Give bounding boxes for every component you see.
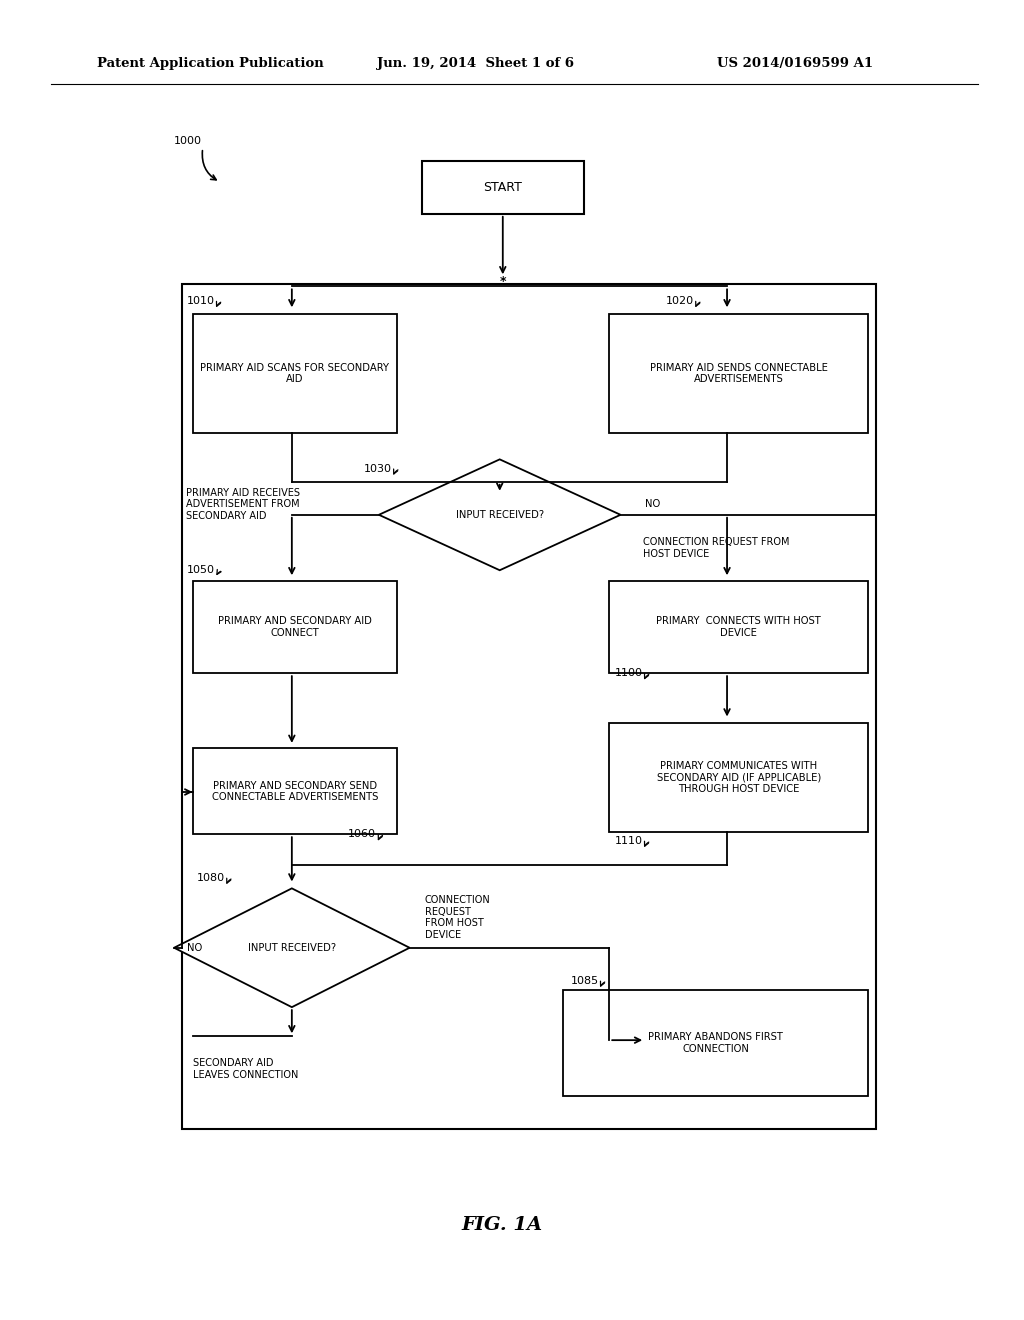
- Text: 1080: 1080: [197, 873, 224, 883]
- Bar: [193, 581, 397, 673]
- Text: 1030: 1030: [364, 463, 391, 474]
- Text: INPUT RECEIVED?: INPUT RECEIVED?: [248, 942, 336, 953]
- Bar: [609, 581, 868, 673]
- Text: NO: NO: [187, 942, 203, 953]
- Text: PRIMARY AND SECONDARY SEND
CONNECTABLE ADVERTISEMENTS: PRIMARY AND SECONDARY SEND CONNECTABLE A…: [212, 780, 378, 803]
- Text: 1060: 1060: [348, 829, 376, 840]
- Text: 1085: 1085: [570, 975, 598, 986]
- Bar: [609, 314, 868, 433]
- Bar: [422, 161, 584, 214]
- Bar: [609, 723, 868, 832]
- Text: 1010: 1010: [186, 296, 214, 306]
- Text: 1100: 1100: [614, 668, 642, 678]
- Text: Patent Application Publication: Patent Application Publication: [97, 57, 324, 70]
- Text: PRIMARY AID RECEIVES
ADVERTISEMENT FROM
SECONDARY AID: PRIMARY AID RECEIVES ADVERTISEMENT FROM …: [186, 487, 300, 521]
- Polygon shape: [174, 888, 410, 1007]
- Text: PRIMARY ABANDONS FIRST
CONNECTION: PRIMARY ABANDONS FIRST CONNECTION: [648, 1032, 783, 1053]
- Bar: [193, 314, 397, 433]
- Text: PRIMARY AND SECONDARY AID
CONNECT: PRIMARY AND SECONDARY AID CONNECT: [218, 616, 372, 638]
- Text: Jun. 19, 2014  Sheet 1 of 6: Jun. 19, 2014 Sheet 1 of 6: [377, 57, 573, 70]
- Text: 1110: 1110: [614, 836, 642, 846]
- Text: SECONDARY AID
LEAVES CONNECTION: SECONDARY AID LEAVES CONNECTION: [193, 1059, 298, 1080]
- Text: *: *: [500, 275, 506, 288]
- Text: 1020: 1020: [666, 296, 693, 306]
- Bar: [193, 748, 397, 834]
- Bar: [182, 284, 876, 1129]
- Text: FIG. 1A: FIG. 1A: [461, 1216, 543, 1234]
- Text: CONNECTION REQUEST FROM
HOST DEVICE: CONNECTION REQUEST FROM HOST DEVICE: [643, 537, 790, 558]
- Text: CONNECTION
REQUEST
FROM HOST
DEVICE: CONNECTION REQUEST FROM HOST DEVICE: [425, 895, 490, 940]
- Text: START: START: [483, 181, 522, 194]
- Text: INPUT RECEIVED?: INPUT RECEIVED?: [456, 510, 544, 520]
- Text: US 2014/0169599 A1: US 2014/0169599 A1: [717, 57, 872, 70]
- Text: PRIMARY COMMUNICATES WITH
SECONDARY AID (IF APPLICABLE)
THROUGH HOST DEVICE: PRIMARY COMMUNICATES WITH SECONDARY AID …: [656, 760, 821, 795]
- Text: 1050: 1050: [186, 565, 214, 576]
- Text: PRIMARY  CONNECTS WITH HOST
DEVICE: PRIMARY CONNECTS WITH HOST DEVICE: [656, 616, 821, 638]
- Text: 1000: 1000: [174, 136, 202, 147]
- Polygon shape: [379, 459, 621, 570]
- Text: PRIMARY AID SCANS FOR SECONDARY
AID: PRIMARY AID SCANS FOR SECONDARY AID: [201, 363, 389, 384]
- Text: PRIMARY AID SENDS CONNECTABLE
ADVERTISEMENTS: PRIMARY AID SENDS CONNECTABLE ADVERTISEM…: [650, 363, 827, 384]
- Bar: [563, 990, 868, 1096]
- Text: NO: NO: [645, 499, 660, 510]
